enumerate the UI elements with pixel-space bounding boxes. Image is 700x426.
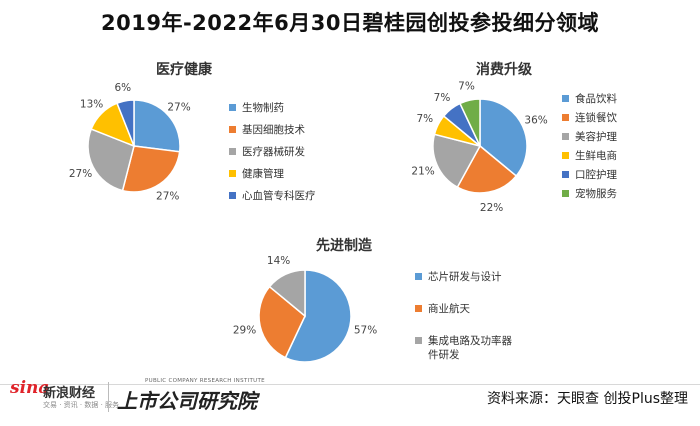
- research-institute-cn: 上市公司研究院: [117, 389, 257, 413]
- footer-divider: [0, 384, 700, 385]
- sina-logo-sub: 交易 · 资讯 · 数据 · 服务: [43, 401, 120, 409]
- pie-label-consumer-2: 21%: [411, 166, 434, 178]
- legend-item-consumer-5: 宠物服务: [562, 187, 617, 206]
- pie-slice-consumer-0: [479, 98, 528, 178]
- legend-item-medical-3: 健康管理: [229, 167, 316, 189]
- pie-slice-medical-0: [133, 99, 181, 153]
- legend-label-medical-1: 基因细胞技术: [242, 124, 305, 136]
- pie-chart-consumer: 36%22%21%7%7%7%: [411, 81, 547, 214]
- legend-label-manufacturing-2: 集成电路及功率器件研发: [428, 335, 512, 361]
- page-title: 2019年-2022年6月30日碧桂园创投参投细分领域: [101, 11, 599, 35]
- legend-label-medical-3: 健康管理: [242, 168, 284, 180]
- pie-slice-consumer-5: [458, 98, 481, 147]
- pie-label-medical-1: 27%: [156, 191, 179, 203]
- legend-swatch-consumer-3: [562, 152, 569, 159]
- pie-title-manufacturing: 先进制造: [316, 238, 372, 254]
- legend-item-consumer-1: 连锁餐饮: [562, 111, 617, 130]
- legend-swatch-medical-2: [229, 148, 236, 155]
- pie-label-medical-3: 13%: [80, 99, 103, 111]
- legend-item-consumer-0: 食品饮料: [562, 92, 617, 111]
- pie-label-consumer-0: 36%: [524, 115, 547, 127]
- legend-swatch-consumer-2: [562, 133, 569, 140]
- pie-label-medical-2: 27%: [69, 168, 92, 180]
- legend-manufacturing: 芯片研发与设计 商业航天集成电路及功率器件研发: [415, 270, 514, 366]
- pie-slice-manufacturing-2: [268, 269, 306, 318]
- pie-slice-medical-4: [116, 99, 135, 147]
- legend-swatch-manufacturing-2: [415, 337, 422, 344]
- pie-label-medical-4: 6%: [114, 82, 131, 94]
- legend-swatch-consumer-0: [562, 95, 569, 102]
- pie-label-consumer-4: 7%: [434, 92, 451, 104]
- legend-swatch-manufacturing-1: [415, 305, 422, 312]
- legend-swatch-consumer-4: [562, 171, 569, 178]
- legend-swatch-medical-3: [229, 170, 236, 177]
- legend-label-medical-4: 心血管专科医疗: [242, 190, 316, 202]
- sina-finance-logo: sina 新浪财经 交易 · 资讯 · 数据 · 服务: [10, 378, 119, 418]
- pie-label-manufacturing-1: 29%: [233, 325, 256, 337]
- pie-label-manufacturing-2: 14%: [267, 255, 290, 267]
- legend-swatch-medical-0: [229, 104, 236, 111]
- legend-medical: 生物制药基因细胞技术 医疗器械研发 健康管理心血管专科医疗: [229, 101, 316, 211]
- legend-item-consumer-4: 口腔护理: [562, 168, 617, 187]
- pie-label-consumer-1: 22%: [480, 202, 503, 214]
- legend-swatch-manufacturing-0: [415, 273, 422, 280]
- legend-label-medical-0: 生物制药: [242, 102, 284, 114]
- sina-logo-cn: 新浪财经: [43, 386, 96, 401]
- pie-label-manufacturing-0: 57%: [354, 325, 377, 337]
- legend-item-consumer-3: 生鲜电商: [562, 149, 617, 168]
- legend-label-consumer-0: 食品饮料: [575, 93, 617, 105]
- legend-swatch-consumer-1: [562, 114, 569, 121]
- legend-item-manufacturing-1: 商业航天: [415, 302, 514, 334]
- legend-label-consumer-5: 宠物服务: [575, 188, 617, 200]
- pie-label-consumer-5: 7%: [458, 81, 475, 93]
- legend-swatch-medical-1: [229, 126, 236, 133]
- legend-label-manufacturing-1: 商业航天: [428, 303, 470, 315]
- legend-label-manufacturing-0: 芯片研发与设计: [428, 271, 502, 283]
- legend-label-consumer-3: 生鲜电商: [575, 150, 617, 162]
- legend-item-consumer-2: 美容护理: [562, 130, 617, 149]
- pie-chart-manufacturing: 57% 29% 14%: [233, 255, 377, 363]
- legend-label-consumer-1: 连锁餐饮: [575, 112, 617, 124]
- legend-label-medical-2: 医疗器械研发: [242, 146, 305, 158]
- legend-swatch-consumer-5: [562, 190, 569, 197]
- pie-slice-medical-2: [87, 128, 135, 192]
- research-institute-en: PUBLIC COMPANY RESEARCH INSTITUTE: [145, 378, 265, 384]
- pie-title-consumer: 消费升级: [476, 62, 532, 78]
- legend-label-consumer-2: 美容护理: [575, 131, 617, 143]
- legend-swatch-medical-4: [229, 192, 236, 199]
- pie-slice-medical-1: [121, 145, 181, 193]
- legend-item-medical-4: 心血管专科医疗: [229, 189, 316, 211]
- legend-item-manufacturing-0: 芯片研发与设计: [415, 270, 514, 302]
- pie-chart-medical: 27% 27% 27% 13% 6%: [69, 82, 191, 203]
- pie-title-medical: 医疗健康: [156, 62, 212, 78]
- pie-label-consumer-3: 7%: [416, 113, 433, 125]
- legend-item-manufacturing-2: 集成电路及功率器件研发: [415, 334, 514, 366]
- legend-item-medical-1: 基因细胞技术: [229, 123, 316, 145]
- legend-consumer: 食品饮料连锁餐饮美容护理生鲜电商口腔护理宠物服务: [562, 92, 617, 206]
- pie-label-medical-0: 27%: [167, 101, 190, 113]
- legend-label-consumer-4: 口腔护理: [575, 169, 617, 181]
- pie-slice-consumer-2: [432, 133, 482, 189]
- sina-logo-text: sina: [10, 378, 50, 398]
- legend-item-medical-2: 医疗器械研发: [229, 145, 316, 167]
- pie-slice-manufacturing-0: [284, 269, 352, 363]
- logo-divider: [108, 382, 109, 412]
- source-note: 资料来源：天眼查 创投Plus整理: [487, 391, 688, 407]
- pie-slice-manufacturing-1: [258, 285, 306, 359]
- pie-slice-consumer-1: [456, 144, 518, 194]
- research-institute-logo: PUBLIC COMPANY RESEARCH INSTITUTE 上市公司研究…: [117, 378, 267, 418]
- legend-item-medical-0: 生物制药: [229, 101, 316, 123]
